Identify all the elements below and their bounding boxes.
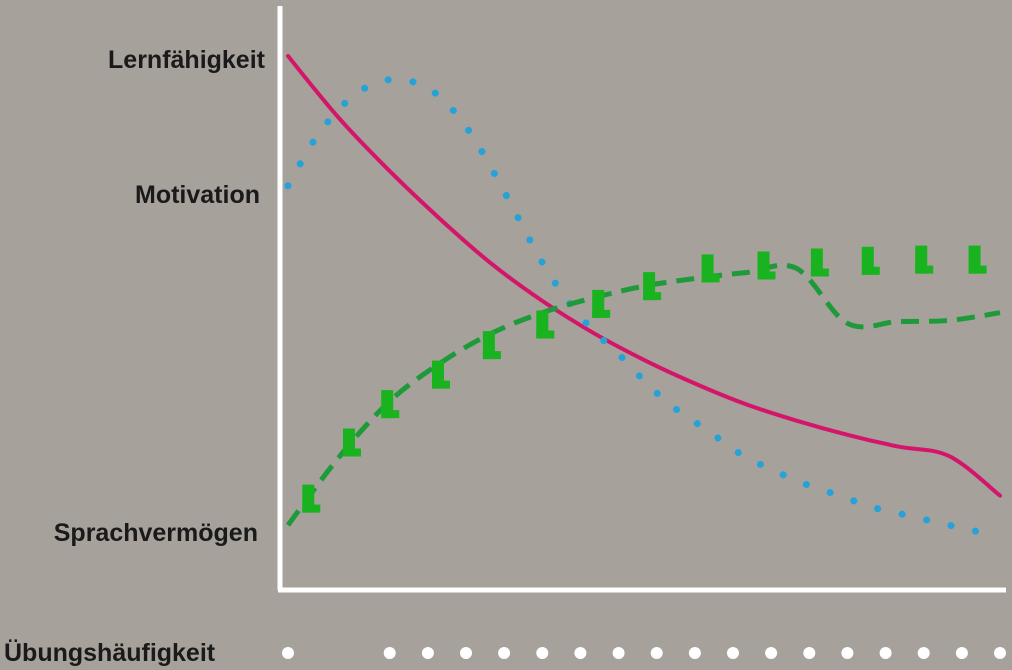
x-axis-dot bbox=[612, 647, 625, 659]
sprachvermoegen-marker-foot bbox=[302, 504, 321, 513]
sprachvermoegen-marker-foot bbox=[915, 265, 934, 274]
x-axis-dot bbox=[650, 647, 663, 659]
y-axis-labels: Lernfähigkeit Motivation Sprachvermögen bbox=[54, 46, 266, 547]
y-label-sprachvermoegen: Sprachvermögen bbox=[54, 519, 258, 547]
sprachvermoegen-marker-foot bbox=[643, 292, 662, 301]
sprachvermoegen-marker-foot bbox=[432, 380, 450, 389]
x-axis-dot bbox=[955, 647, 968, 659]
x-axis-dot bbox=[498, 647, 511, 659]
sprachvermoegen-marker-foot bbox=[701, 274, 720, 283]
series-motivation bbox=[284, 75, 1004, 538]
x-label-uebungshaeufigkeit: Übungshäufigkeit bbox=[4, 638, 216, 667]
x-axis-dot bbox=[536, 647, 549, 659]
sprachvermoegen-marker-foot bbox=[810, 268, 829, 277]
x-axis-dot bbox=[421, 647, 434, 659]
x-axis-dot bbox=[803, 647, 816, 659]
x-axis-dot bbox=[282, 647, 294, 659]
x-axis-dot bbox=[727, 647, 739, 659]
x-axis-dot bbox=[765, 647, 778, 659]
x-axis-dot bbox=[460, 647, 472, 659]
x-axis-dot bbox=[574, 647, 587, 659]
chart-axes bbox=[277, 6, 1006, 593]
sprachvermoegen-marker-foot bbox=[757, 271, 776, 280]
sprachvermoegen-marker-foot bbox=[968, 265, 987, 274]
x-axis-dot bbox=[917, 647, 930, 659]
x-axis-dot bbox=[879, 647, 892, 659]
y-label-lernfaehigkeit: Lernfähigkeit bbox=[108, 46, 266, 74]
sprachvermoegen-marker-foot bbox=[482, 351, 501, 360]
series-sprachvermoegen bbox=[286, 262, 1001, 527]
x-axis-dot bbox=[688, 647, 701, 659]
x-axis-dots bbox=[282, 647, 1006, 659]
sprachvermoegen-marker-foot bbox=[861, 266, 880, 275]
sprachvermoegen-marker-foot bbox=[592, 309, 611, 318]
sprachvermoegen-marker-foot bbox=[343, 448, 361, 457]
y-label-motivation: Motivation bbox=[135, 181, 260, 209]
x-axis-dot bbox=[841, 647, 854, 659]
x-axis-dot bbox=[383, 647, 396, 659]
series-layer bbox=[284, 54, 1004, 538]
series-lernfaehigkeit bbox=[286, 54, 1002, 498]
x-axis-label: Übungshäufigkeit bbox=[4, 638, 216, 667]
x-axis-dot bbox=[994, 647, 1006, 659]
series-sprachvermoegen-markers bbox=[302, 245, 987, 513]
sprachvermoegen-marker-foot bbox=[381, 410, 400, 419]
sprachvermoegen-marker-foot bbox=[536, 330, 555, 339]
